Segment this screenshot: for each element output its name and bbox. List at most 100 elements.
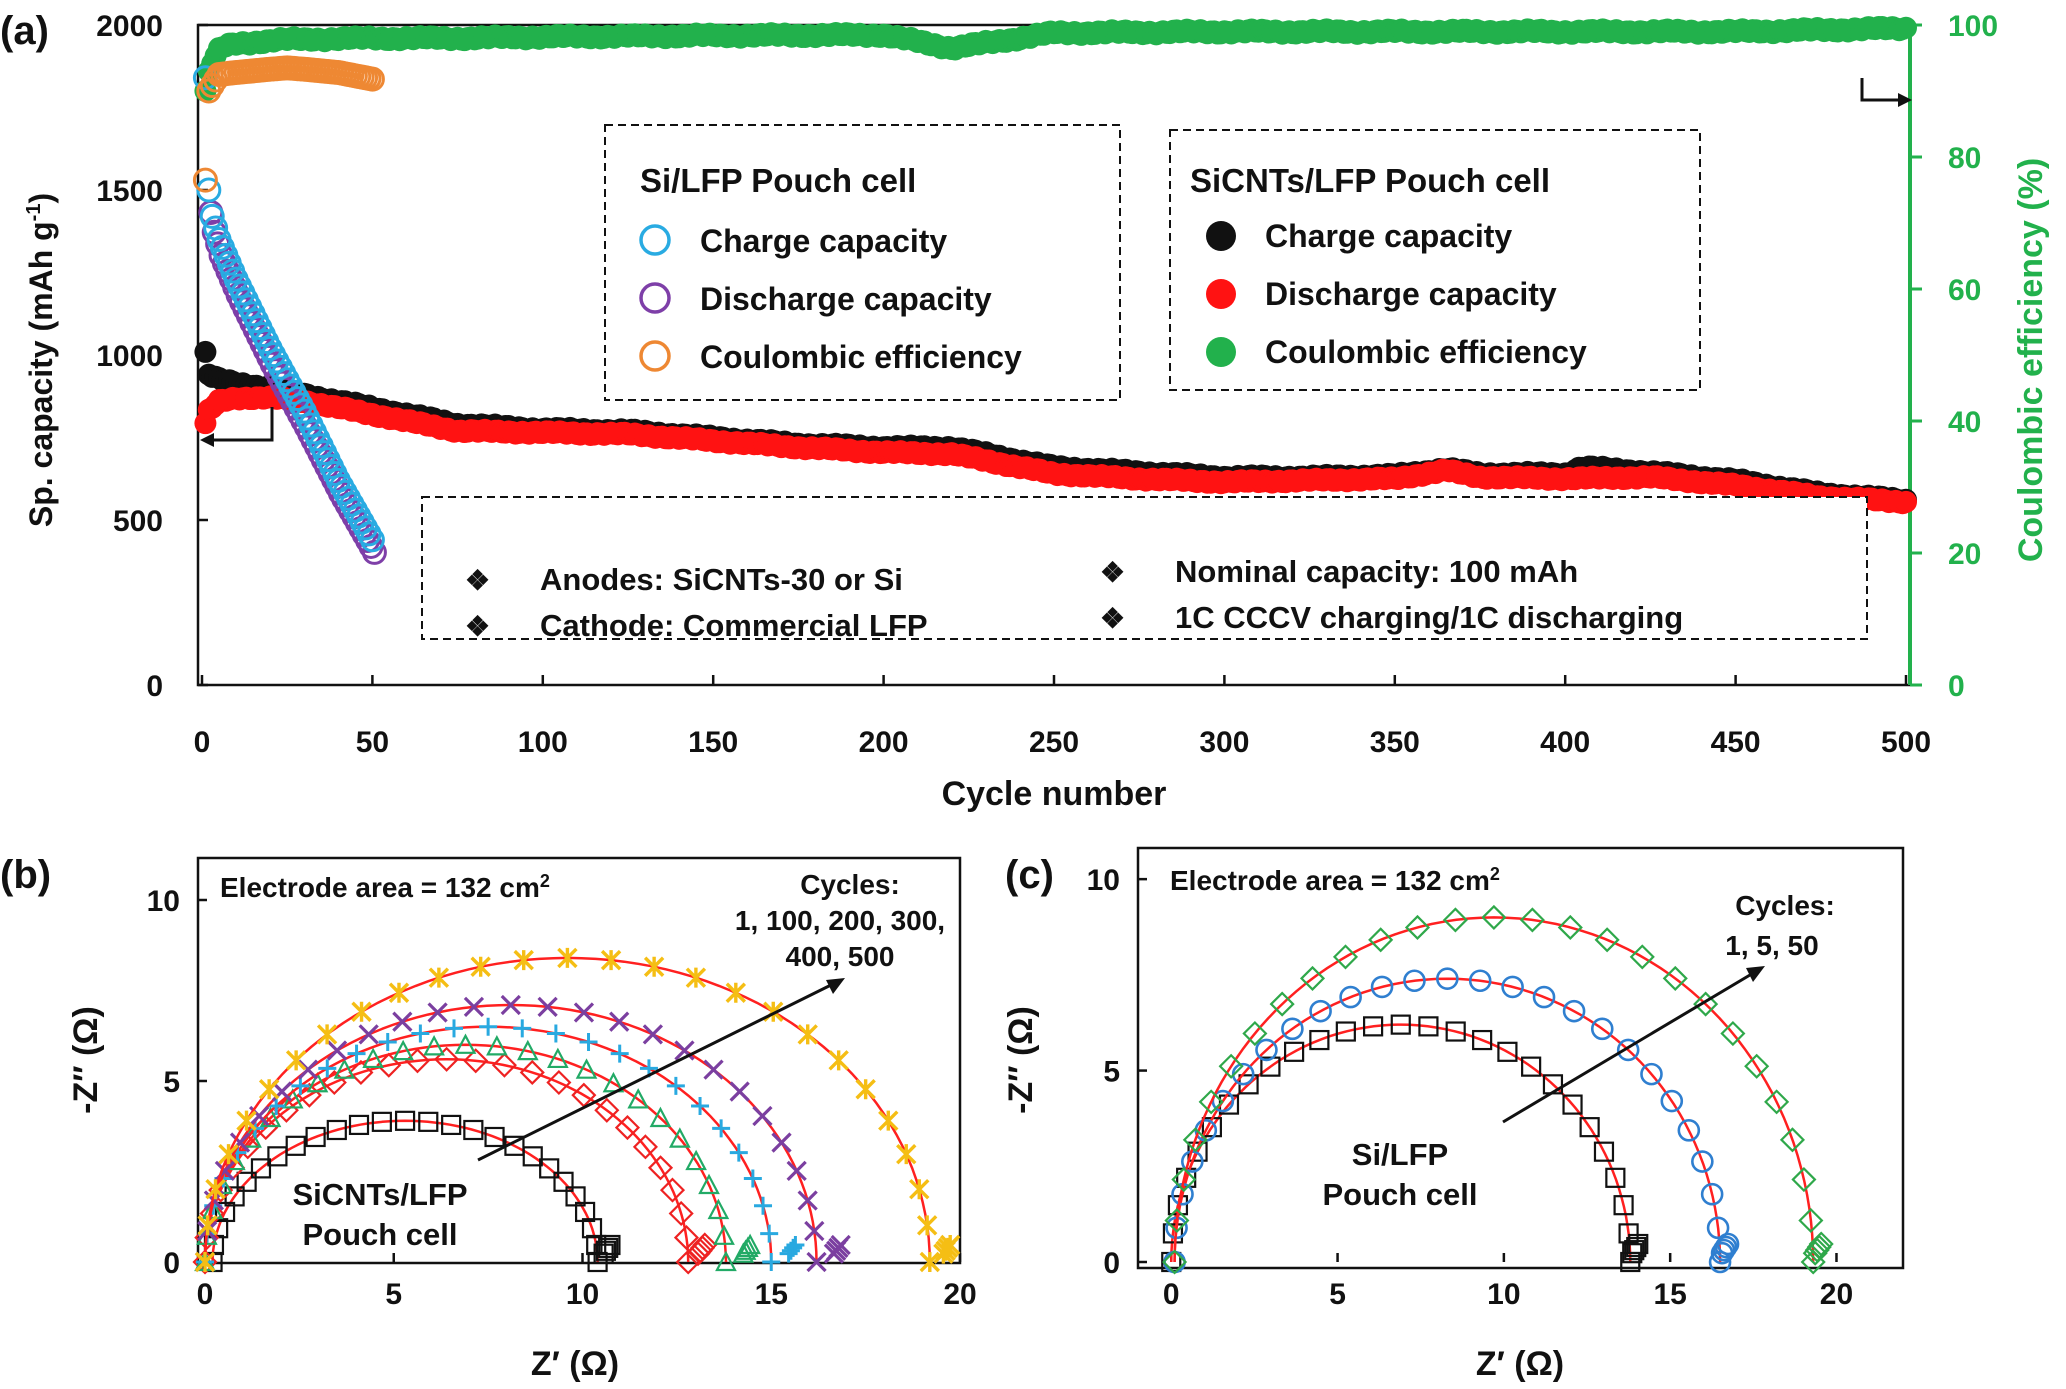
panel-b-cycles-2: 1, 100, 200, 300, xyxy=(735,905,945,936)
c-data-point xyxy=(1590,1017,1614,1041)
b-data-point xyxy=(267,1146,288,1167)
panel-b-x-ticks: 0 5 10 15 20 xyxy=(197,1253,977,1311)
b-data-point xyxy=(326,1119,347,1141)
b-x-tick-label: 0 xyxy=(197,1278,214,1311)
b-data-point xyxy=(427,1002,448,1023)
c-data-point xyxy=(1720,1020,1746,1047)
c-data-point xyxy=(1562,999,1586,1023)
panel-b-annotation-sup: 2 xyxy=(540,871,550,891)
c-data-point xyxy=(1162,1249,1188,1275)
x-tick-label: 400 xyxy=(1540,726,1590,759)
panel-c-trend-arrowhead xyxy=(1746,966,1765,982)
y2-tick-label: 40 xyxy=(1948,406,1981,439)
b-data-point xyxy=(739,1233,761,1255)
b-data-point xyxy=(649,1106,672,1128)
panel-c-y-ticks: 0 5 10 xyxy=(1087,864,1147,1280)
info-cathode: Cathode: Commercial LFP xyxy=(540,608,928,643)
info-bullet-4: ❖ xyxy=(1100,603,1125,634)
c-data-point xyxy=(1335,1021,1356,1042)
c-fit-curve xyxy=(1173,916,1815,1263)
sicnt-discharge-point xyxy=(1895,490,1917,513)
b-data-point xyxy=(546,1024,565,1043)
panel-a: (a) 0 50 100 150 200 250 300 350 400 450 500 05001… xyxy=(0,9,2050,813)
b-y-tick-label: 10 xyxy=(147,885,180,918)
b-data-point xyxy=(574,1201,596,1223)
c-x-tick-label: 20 xyxy=(1820,1278,1853,1311)
b-data-point xyxy=(595,1240,617,1261)
b-data-point xyxy=(388,982,410,1003)
c-data-point xyxy=(1171,1166,1197,1193)
x-tick-label: 350 xyxy=(1370,726,1420,759)
y-tick-label: 1000 xyxy=(96,340,163,373)
b-data-point xyxy=(771,1132,792,1153)
c-data-point xyxy=(1593,1141,1615,1162)
c-data-point xyxy=(1468,969,1492,993)
c-data-point xyxy=(1779,1127,1806,1153)
b-data-point xyxy=(378,1032,397,1051)
b-data-point xyxy=(691,1096,710,1115)
b-data-point xyxy=(258,1079,280,1100)
y-tick-label: 2000 xyxy=(96,10,163,43)
b-data-point xyxy=(519,1059,545,1086)
b-x-tick-label: 15 xyxy=(755,1278,788,1311)
panel-b-cycles-1: Cycles: xyxy=(800,869,900,900)
legend-si: Si/LFP Pouch cell Charge capacity Discha… xyxy=(604,124,1121,401)
c-data-point xyxy=(1744,1053,1770,1079)
b-x-tick-label: 20 xyxy=(943,1278,976,1311)
panel-c-plot-frame xyxy=(1136,846,1905,1270)
c-data-point xyxy=(1284,1041,1305,1062)
b-data-point xyxy=(348,1059,374,1086)
b-data-point xyxy=(703,1059,724,1080)
c-data-point xyxy=(1660,1089,1684,1113)
info-charging: 1C CCCV charging/1C discharging xyxy=(1175,600,1683,635)
c-data-point xyxy=(1339,985,1362,1009)
panel-c-xlabel: Z′ (Ω) xyxy=(1476,1345,1564,1383)
c-data-point xyxy=(1693,991,1719,1017)
c-data-point xyxy=(1436,967,1459,990)
c-data-point xyxy=(1162,1223,1184,1244)
b-data-point xyxy=(441,1114,462,1136)
panel-b-trend-arrow xyxy=(477,981,836,1162)
panel-a-xlabel: Cycle number xyxy=(942,775,1167,813)
series-si-ce xyxy=(192,55,385,193)
c-x-tick-label: 0 xyxy=(1163,1278,1180,1311)
c-data-point xyxy=(1626,1236,1647,1258)
c-data-point xyxy=(1662,965,1688,991)
b-data-point xyxy=(916,1215,938,1236)
b-x-tick-label: 5 xyxy=(385,1278,402,1311)
b-data-point xyxy=(434,1046,460,1072)
c-x-tick-label: 15 xyxy=(1653,1278,1686,1311)
c-y-tick-label: 10 xyxy=(1087,864,1120,897)
c-data-point xyxy=(1309,999,1332,1023)
b-data-point xyxy=(192,1249,218,1275)
series-si-charge xyxy=(192,65,385,553)
b-data-point xyxy=(463,1048,489,1074)
b-data-point xyxy=(333,1058,356,1079)
legend-si-discharge-marker xyxy=(639,282,671,314)
info-bullet-2: ❖ xyxy=(465,611,490,642)
b-data-point xyxy=(698,1173,720,1195)
legend-sicnt-charge-label: Charge capacity xyxy=(1265,218,1512,254)
c-x-tick-label: 10 xyxy=(1487,1278,1520,1311)
b-data-point xyxy=(666,1076,685,1095)
c-data-point xyxy=(1521,1056,1542,1077)
b-data-point xyxy=(547,1047,569,1069)
panel-a-y2label: Coulombic efficiency (%) xyxy=(2012,158,2050,562)
x-tick-label: 150 xyxy=(688,726,738,759)
c-data-point xyxy=(1404,914,1431,940)
b-data-point xyxy=(484,1126,505,1148)
c-data-point xyxy=(1332,944,1359,970)
b-data-point xyxy=(362,1047,384,1069)
c-data-point xyxy=(1616,1038,1640,1062)
panel-b-cell-label-2: Pouch cell xyxy=(302,1217,457,1252)
series-sicnt-discharge xyxy=(194,385,1917,515)
panel-a-x-ticks: 0 50 100 150 200 250 300 350 400 450 500 xyxy=(194,675,1931,759)
b-data-point xyxy=(291,1076,310,1095)
c-data-point xyxy=(1368,927,1394,953)
c-data-point xyxy=(1808,1231,1834,1257)
info-anodes: Anodes: SiCNTs-30 or Si xyxy=(540,562,903,597)
b-data-point xyxy=(668,1200,694,1227)
c-x-tick-label: 5 xyxy=(1329,1278,1346,1311)
c-data-point xyxy=(1519,907,1545,933)
c-data-point xyxy=(1764,1089,1790,1115)
